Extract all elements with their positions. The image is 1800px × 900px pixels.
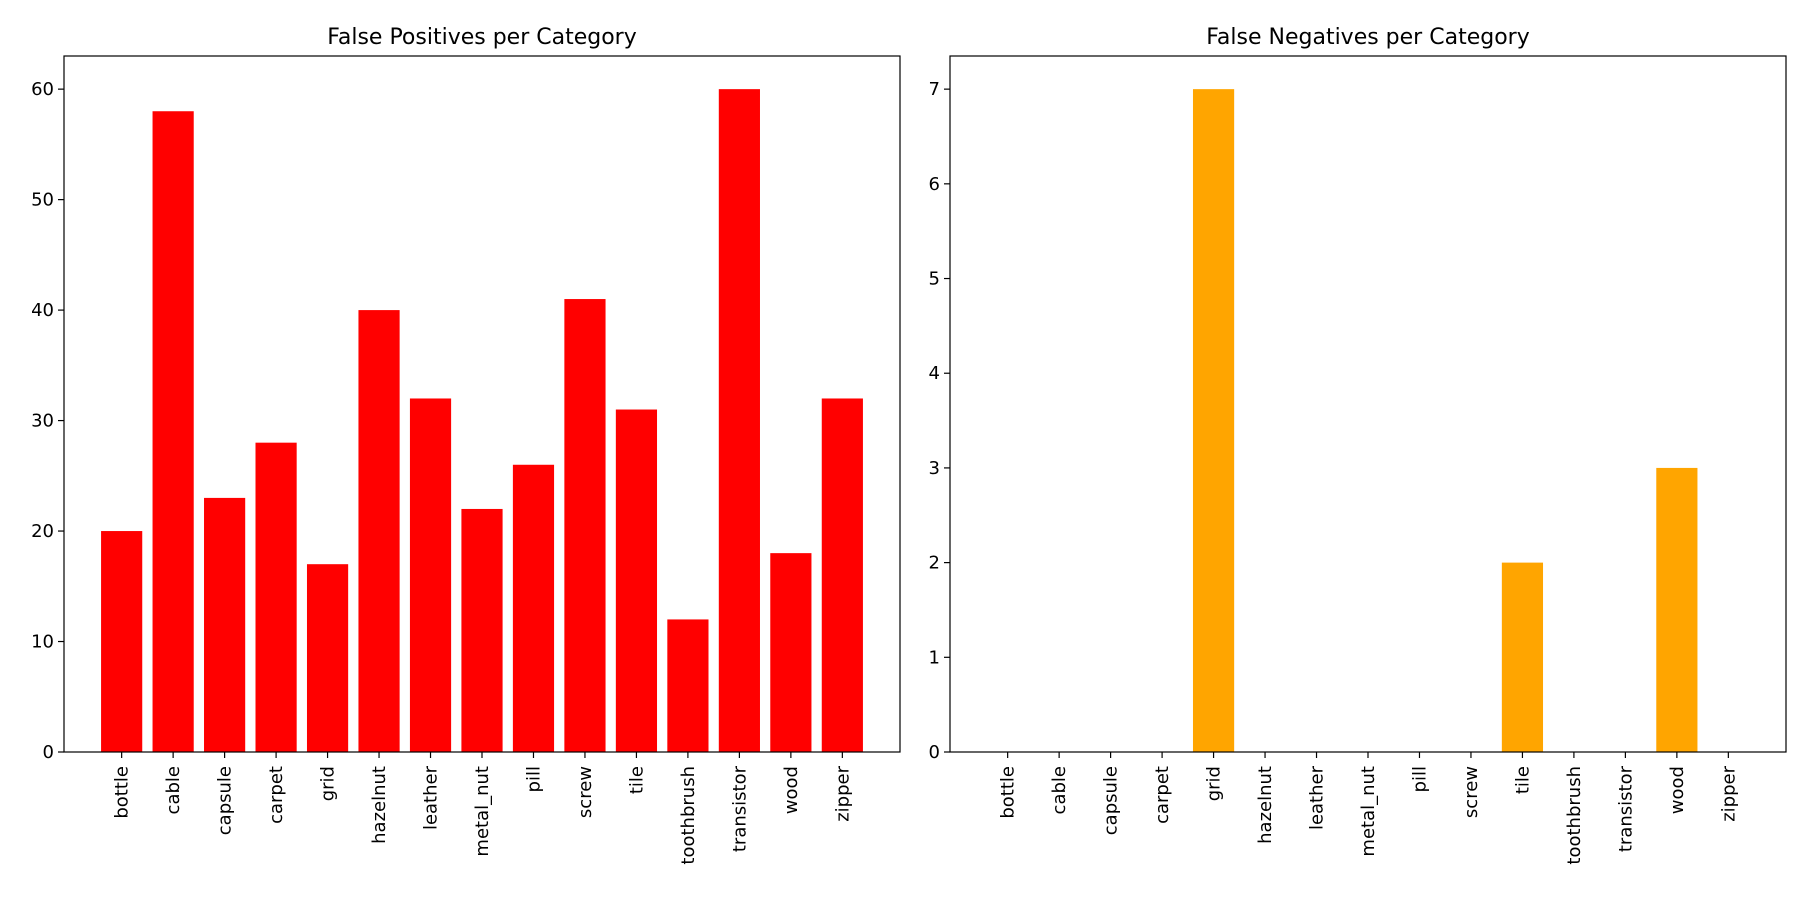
y-tick-label: 2: [929, 553, 940, 574]
y-tick-label: 6: [929, 174, 940, 195]
y-tick-label: 1: [929, 647, 940, 668]
y-tick-label: 30: [31, 411, 54, 432]
bars: [1192, 89, 1698, 752]
x-axis: bottle cable capsule carpet grid hazelnut leat…: [998, 752, 1739, 865]
x-tick-label: hazelnut: [1255, 766, 1276, 844]
bar-wood: [1656, 467, 1698, 752]
chart-title: False Positives per Category: [327, 25, 637, 50]
x-tick-label: zipper: [832, 765, 853, 821]
bar-bottle: [101, 531, 143, 752]
y-tick-label: 3: [929, 458, 940, 479]
x-tick-label: pill: [523, 766, 544, 792]
x-tick-label: capsule: [1101, 766, 1122, 835]
y-tick-label: 0: [43, 742, 54, 763]
y-tick-label: 40: [31, 300, 54, 321]
bar-grid: [306, 564, 349, 752]
x-tick-label: metal_nut: [472, 766, 493, 857]
chart-title: False Negatives per Category: [1206, 25, 1529, 50]
bar-toothbrush: [667, 619, 709, 752]
x-tick-label: metal_nut: [1358, 766, 1379, 857]
x-tick-label: bottle: [112, 766, 133, 819]
bar-pill: [512, 464, 555, 752]
x-tick-label: transistor: [1615, 765, 1636, 852]
bar-tile: [1501, 562, 1544, 752]
y-axis: 0 1 2 3 4 5 6 7: [929, 79, 950, 763]
bar-hazelnut: [358, 310, 400, 752]
y-tick-label: 20: [31, 521, 54, 542]
y-axis: 0 10 20 30 40 50 60: [31, 79, 64, 763]
false-negatives-chart: False Negatives per Category 0 1 2 3 4 5 6 7 bo…: [929, 25, 1787, 865]
x-tick-label: cable: [1049, 766, 1070, 814]
x-tick-label: cable: [163, 766, 184, 814]
x-tick-label: tile: [1512, 766, 1533, 794]
x-tick-label: wood: [1667, 766, 1688, 814]
bar-metal_nut: [461, 508, 503, 752]
x-tick-label: capsule: [215, 766, 236, 835]
x-tick-label: hazelnut: [369, 766, 390, 844]
x-tick-label: leather: [421, 765, 442, 830]
bar-screw: [564, 299, 606, 752]
x-tick-label: toothbrush: [1564, 766, 1585, 865]
bar-carpet: [255, 442, 297, 752]
x-axis: bottle cable capsule carpet grid hazelnut leat…: [112, 752, 853, 865]
x-tick-label: wood: [781, 766, 802, 814]
bar-wood: [770, 553, 812, 752]
bars: [101, 89, 863, 752]
x-tick-label: toothbrush: [678, 766, 699, 865]
x-tick-label: screw: [575, 766, 596, 818]
y-tick-label: 10: [31, 632, 54, 653]
x-tick-label: carpet: [1152, 766, 1173, 824]
false-positives-chart: False Positives per Category 0 10 20 30 40 50…: [31, 25, 901, 865]
bar-cable: [152, 111, 194, 752]
x-tick-label: tile: [626, 766, 647, 794]
y-tick-label: 5: [929, 269, 940, 290]
bar-transistor: [718, 89, 760, 752]
x-tick-label: zipper: [1718, 765, 1739, 821]
bar-zipper: [821, 398, 863, 752]
x-tick-label: pill: [1409, 766, 1430, 792]
y-tick-label: 50: [31, 190, 54, 211]
x-tick-label: leather: [1307, 765, 1328, 830]
y-tick-label: 0: [929, 742, 940, 763]
x-tick-label: grid: [318, 766, 339, 801]
x-tick-label: transistor: [729, 765, 750, 852]
bar-grid: [1192, 89, 1235, 752]
x-tick-label: carpet: [266, 766, 287, 824]
y-tick-label: 7: [929, 79, 940, 100]
bar-capsule: [204, 497, 246, 752]
bar-leather: [409, 398, 452, 752]
y-tick-label: 60: [31, 79, 54, 100]
y-tick-label: 4: [929, 363, 940, 384]
bar-tile: [615, 409, 658, 752]
x-tick-label: grid: [1204, 766, 1225, 801]
x-tick-label: screw: [1461, 766, 1482, 818]
x-tick-label: bottle: [998, 766, 1019, 819]
